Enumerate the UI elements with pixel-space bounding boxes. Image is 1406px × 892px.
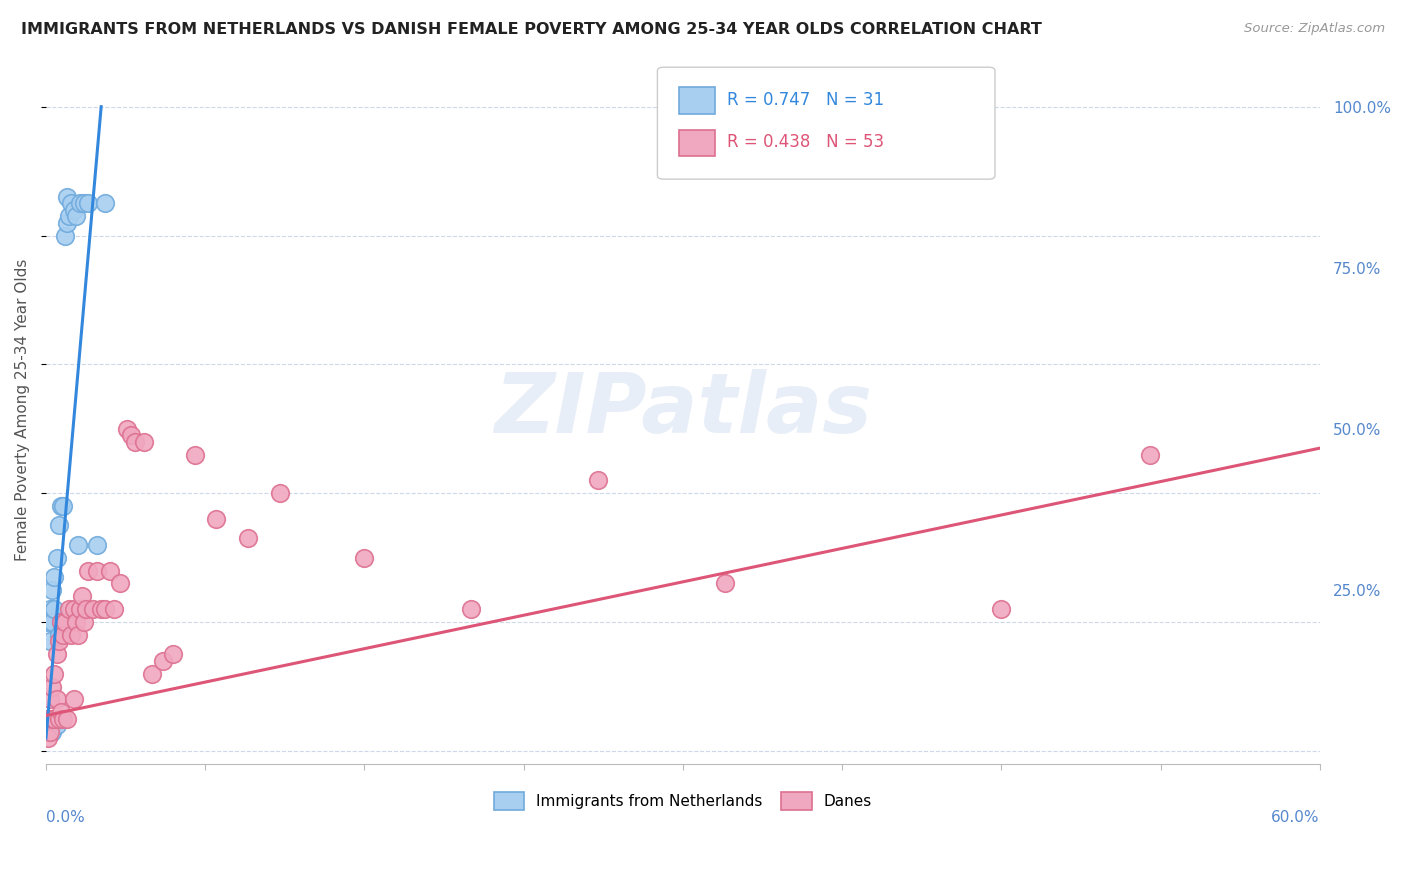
Point <box>94 602 117 616</box>
Point <box>77 196 100 211</box>
Point <box>103 602 125 616</box>
Text: ZIPatlas: ZIPatlas <box>494 369 872 450</box>
Point <box>124 434 146 449</box>
Point <box>41 582 63 597</box>
Point <box>90 602 112 616</box>
Bar <box>679 129 714 156</box>
Point <box>52 499 75 513</box>
Point <box>52 628 75 642</box>
Point <box>69 196 91 211</box>
Point <box>990 602 1012 616</box>
Point <box>56 712 79 726</box>
Point <box>44 570 66 584</box>
Point <box>53 228 76 243</box>
Point <box>39 692 62 706</box>
Point <box>152 654 174 668</box>
Point <box>48 712 70 726</box>
Point <box>39 724 62 739</box>
Legend: Immigrants from Netherlands, Danes: Immigrants from Netherlands, Danes <box>488 786 879 816</box>
Point <box>56 216 79 230</box>
Point <box>236 532 259 546</box>
Text: R = 0.438   N = 53: R = 0.438 N = 53 <box>727 133 884 152</box>
Point <box>60 628 83 642</box>
Point <box>269 486 291 500</box>
Point <box>49 706 72 720</box>
Point <box>45 718 67 732</box>
Point <box>132 434 155 449</box>
Point <box>45 550 67 565</box>
Point <box>66 538 89 552</box>
Point <box>41 712 63 726</box>
Point <box>44 712 66 726</box>
Point <box>86 538 108 552</box>
Text: 60.0%: 60.0% <box>1271 810 1320 825</box>
Point <box>53 615 76 629</box>
Point <box>75 602 97 616</box>
Point <box>86 564 108 578</box>
Point <box>65 615 87 629</box>
Point <box>77 564 100 578</box>
Point <box>41 615 63 629</box>
Point <box>49 615 72 629</box>
Point <box>98 564 121 578</box>
Point <box>353 550 375 565</box>
Point <box>41 724 63 739</box>
Bar <box>679 87 714 114</box>
Point <box>62 692 84 706</box>
Point <box>37 615 59 629</box>
Point <box>62 602 84 616</box>
Point <box>120 428 142 442</box>
Point <box>183 448 205 462</box>
Point <box>37 712 59 726</box>
Y-axis label: Female Poverty Among 25-34 Year Olds: Female Poverty Among 25-34 Year Olds <box>15 259 30 561</box>
Point <box>714 576 737 591</box>
Point <box>115 422 138 436</box>
Point <box>58 602 80 616</box>
Point <box>62 202 84 217</box>
Point <box>45 648 67 662</box>
Point <box>44 602 66 616</box>
Text: 0.0%: 0.0% <box>46 810 84 825</box>
Point <box>39 634 62 648</box>
Point <box>49 499 72 513</box>
Point <box>37 724 59 739</box>
Point <box>73 196 96 211</box>
Point <box>204 512 226 526</box>
Text: Source: ZipAtlas.com: Source: ZipAtlas.com <box>1244 22 1385 36</box>
Point <box>65 209 87 223</box>
Point <box>82 602 104 616</box>
Point <box>56 190 79 204</box>
Point <box>1139 448 1161 462</box>
Point <box>73 615 96 629</box>
Point <box>586 474 609 488</box>
Point <box>48 634 70 648</box>
Text: IMMIGRANTS FROM NETHERLANDS VS DANISH FEMALE POVERTY AMONG 25-34 YEAR OLDS CORRE: IMMIGRANTS FROM NETHERLANDS VS DANISH FE… <box>21 22 1042 37</box>
Point <box>58 209 80 223</box>
Point <box>110 576 132 591</box>
FancyBboxPatch shape <box>658 67 995 179</box>
Point <box>49 615 72 629</box>
Point <box>37 712 59 726</box>
Point <box>44 666 66 681</box>
Point <box>37 731 59 745</box>
Point <box>41 680 63 694</box>
Point <box>52 712 75 726</box>
Point <box>141 666 163 681</box>
Point <box>39 602 62 616</box>
Point <box>66 628 89 642</box>
Point <box>162 648 184 662</box>
Point <box>39 718 62 732</box>
Point <box>48 518 70 533</box>
Point <box>69 602 91 616</box>
Point <box>94 196 117 211</box>
Point <box>70 590 93 604</box>
Point <box>45 692 67 706</box>
Point <box>48 628 70 642</box>
Point <box>460 602 482 616</box>
Text: R = 0.747   N = 31: R = 0.747 N = 31 <box>727 91 884 109</box>
Point <box>60 196 83 211</box>
